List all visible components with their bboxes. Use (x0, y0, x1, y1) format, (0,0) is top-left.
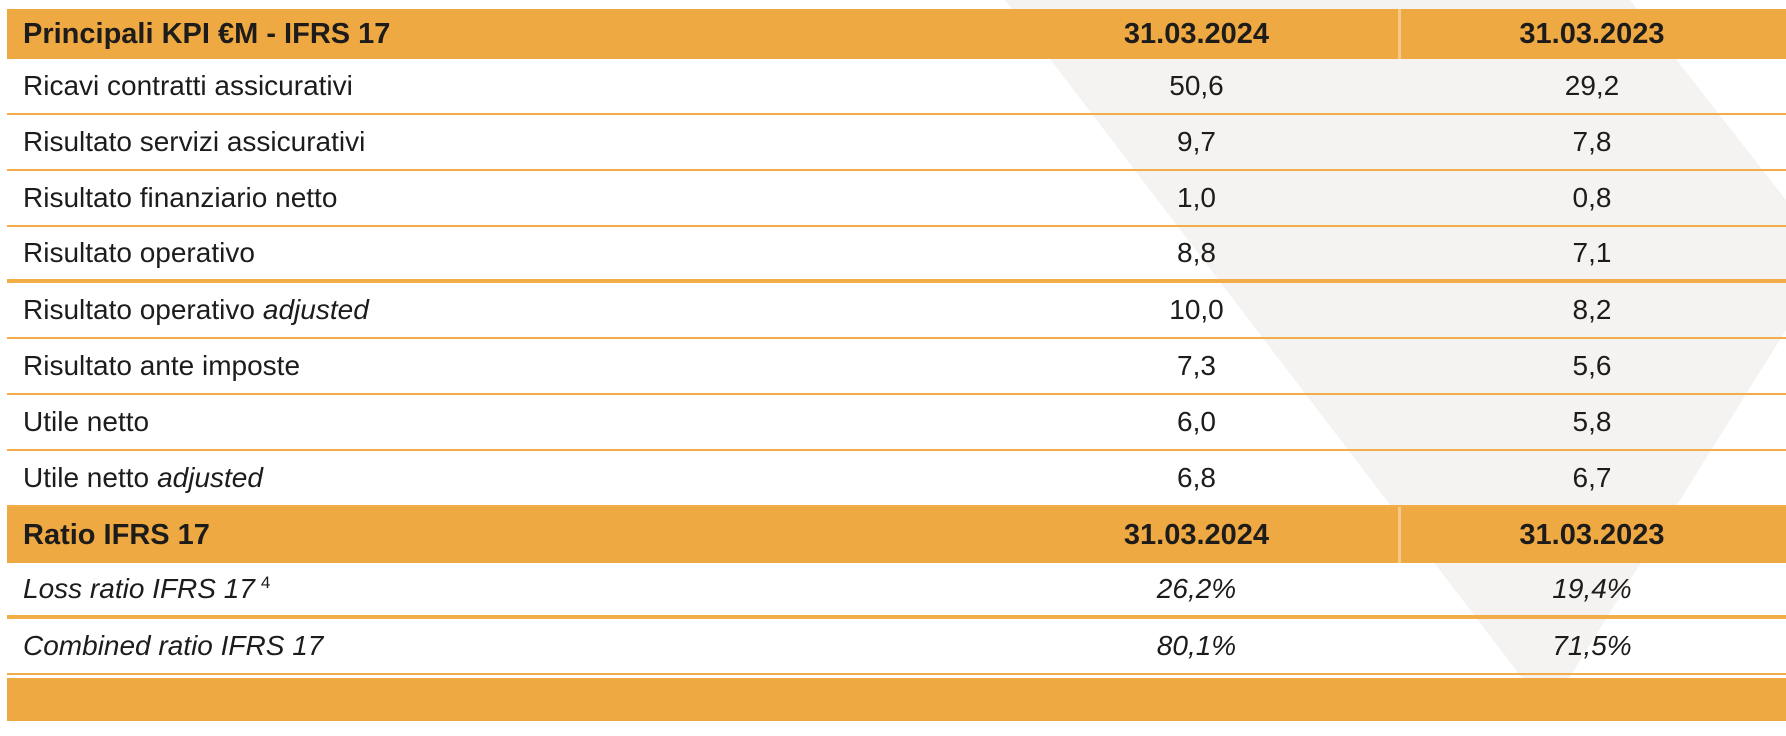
row-label: Utile netto adjusted (23, 462, 263, 493)
ratio-table-title: Ratio IFRS 17 (23, 518, 210, 551)
table-row-risultato-ante-imposte: Risultato ante imposte 7,3 5,6 (7, 339, 1786, 395)
value-2023: 0,8 (1572, 182, 1612, 213)
value-2024: 7,3 (1177, 350, 1216, 381)
table-row-loss-ratio: Loss ratio IFRS 17 4 26,2% 19,4% (7, 563, 1786, 619)
table-row-utile-netto-adjusted: Utile netto adjusted 6,8 6,7 (7, 451, 1786, 507)
bottom-orange-bar (7, 678, 1786, 721)
row-label: Combined ratio IFRS 17 (23, 630, 324, 661)
row-label: Risultato servizi assicurativi (23, 126, 366, 157)
value-2024: 1,0 (1177, 182, 1216, 213)
value-2024: 80,1% (1156, 630, 1237, 661)
row-label: Loss ratio IFRS 17 4 (23, 572, 271, 604)
row-label: Utile netto (23, 406, 150, 437)
value-2024: 26,2% (1156, 573, 1237, 604)
value-2023: 7,1 (1572, 237, 1612, 268)
table-row-ricavi-contratti: Ricavi contratti assicurativi 50,6 29,2 (7, 59, 1786, 115)
row-label: Risultato operativo adjusted (23, 294, 369, 325)
value-2023: 7,8 (1572, 126, 1612, 157)
kpi-table-title: Principali KPI €M - IFRS 17 (23, 17, 391, 50)
value-2023: 19,4% (1552, 573, 1632, 604)
row-label-italic: adjusted (262, 294, 369, 325)
kpi-column-header-2023: 31.03.2023 (1398, 9, 1786, 59)
row-label-italic: adjusted (157, 462, 263, 493)
ratio-table: Ratio IFRS 17 31.03.2024 31.03.2023 Loss… (7, 507, 1786, 675)
value-2024: 50,6 (1169, 70, 1224, 101)
row-label: Risultato ante imposte (23, 350, 301, 381)
kpi-table: Principali KPI €M - IFRS 17 31.03.2024 3… (7, 9, 1786, 507)
value-2023: 6,7 (1572, 462, 1612, 493)
value-2024: 6,0 (1177, 406, 1216, 437)
value-2024: 10,0 (1169, 294, 1224, 325)
value-2024: 6,8 (1177, 462, 1216, 493)
table-row-risultato-servizi: Risultato servizi assicurativi 9,7 7,8 (7, 115, 1786, 171)
row-label: Ricavi contratti assicurativi (23, 70, 353, 101)
table-row-utile-netto: Utile netto 6,0 5,8 (7, 395, 1786, 451)
table-row-risultato-operativo-adjusted: Risultato operativo adjusted 10,0 8,2 (7, 283, 1786, 339)
table-row-risultato-operativo: Risultato operativo 8,8 7,1 (7, 227, 1786, 283)
value-2023: 5,8 (1572, 406, 1612, 437)
value-2023: 71,5% (1552, 630, 1632, 661)
kpi-header-row: Principali KPI €M - IFRS 17 31.03.2024 3… (7, 9, 1786, 59)
value-2024: 9,7 (1177, 126, 1216, 157)
value-2024: 8,8 (1177, 237, 1216, 268)
value-2023: 5,6 (1572, 350, 1612, 381)
table-row-risultato-finanziario: Risultato finanziario netto 1,0 0,8 (7, 171, 1786, 227)
table-row-combined-ratio: Combined ratio IFRS 17 80,1% 71,5% (7, 619, 1786, 675)
ratio-header-row: Ratio IFRS 17 31.03.2024 31.03.2023 (7, 507, 1786, 563)
value-2023: 29,2 (1564, 70, 1620, 101)
row-label: Risultato operativo (23, 237, 255, 268)
kpi-report: Principali KPI €M - IFRS 17 31.03.2024 3… (7, 9, 1786, 721)
row-label: Risultato finanziario netto (23, 182, 338, 213)
ratio-column-header-2024: 31.03.2024 (1123, 518, 1270, 551)
value-2023: 8,2 (1572, 294, 1612, 325)
kpi-column-header-2024: 31.03.2024 (1123, 17, 1270, 50)
footnote-marker: 4 (260, 572, 271, 592)
ratio-column-header-2023: 31.03.2023 (1398, 507, 1786, 563)
